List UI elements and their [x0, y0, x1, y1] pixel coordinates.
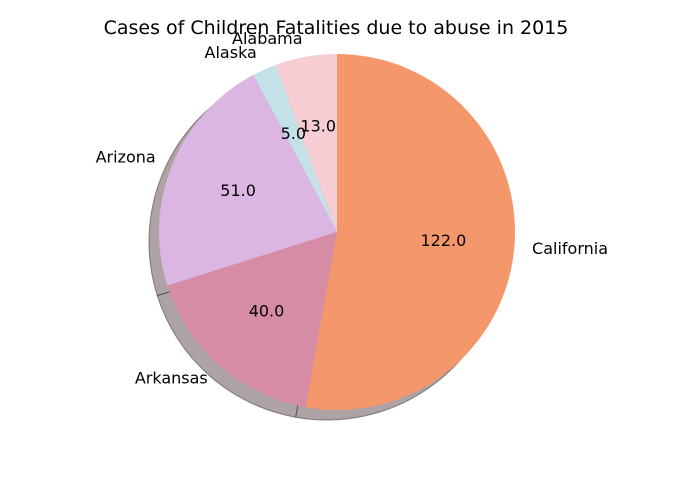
slice-arizona — [158, 74, 337, 286]
value-label-alabama: 13.0 — [300, 116, 336, 135]
pie-slices — [158, 54, 515, 411]
slice-alaska — [253, 65, 337, 232]
value-label-arkansas: 40.0 — [249, 302, 285, 321]
chart-title: Cases of Children Fatalities due to abus… — [104, 17, 569, 39]
value-label-california: 122.0 — [420, 231, 466, 250]
category-label-california: California — [532, 239, 608, 258]
slice-alabama — [275, 54, 337, 232]
category-label-arizona: Arizona — [96, 147, 156, 166]
slice-arkansas — [167, 232, 337, 408]
category-label-alaska: Alaska — [205, 43, 257, 62]
slice-california — [305, 54, 515, 411]
value-label-alaska: 5.0 — [281, 124, 306, 143]
category-label-arkansas: Arkansas — [135, 369, 208, 388]
value-label-arizona: 51.0 — [220, 181, 256, 200]
category-label-alabama: Alabama — [232, 29, 303, 48]
pie-labels: Alabama 13.0 Alaska 5.0 Arizona 51.0 Arkansas 4… — [96, 29, 608, 388]
